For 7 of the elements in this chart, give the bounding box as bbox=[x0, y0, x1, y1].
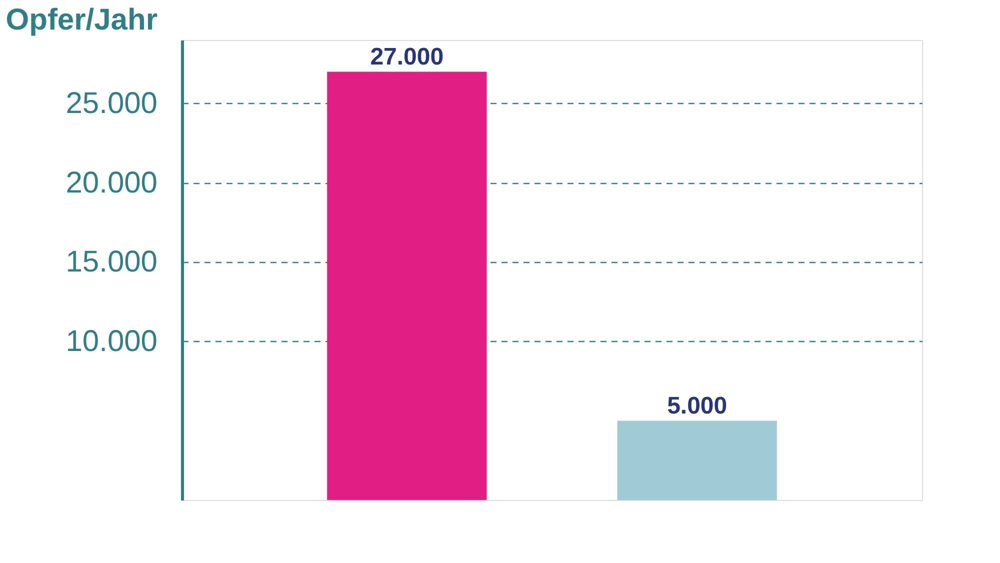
y-axis-title: Opfer/Jahr bbox=[6, 4, 158, 36]
y-tick-label: 15.000 bbox=[66, 246, 158, 279]
data-label: 5.000 bbox=[667, 392, 728, 420]
y-tick-label: 25.000 bbox=[66, 86, 158, 120]
y-tick-label: 20.000 bbox=[66, 166, 158, 200]
data-label: 27.000 bbox=[370, 44, 444, 71]
y-tick-label: 10.000 bbox=[66, 324, 158, 358]
